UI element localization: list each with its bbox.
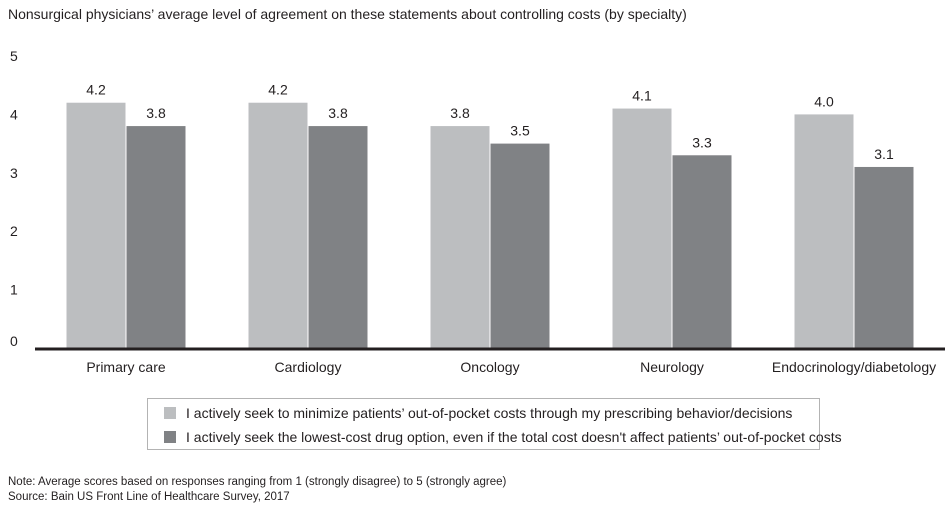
bar-series-2	[672, 155, 732, 348]
bar-value-labels: 4.2 3.8 4.2 3.8 3.8 3.5 4.1 3.3 4.0 3.1	[86, 82, 894, 162]
legend-swatch-series-2	[164, 431, 176, 443]
bar-value-label: 4.1	[632, 88, 652, 104]
legend: I actively seek to minimize patients’ ou…	[147, 398, 842, 450]
y-tick-label: 3	[10, 165, 18, 181]
bar-series-1	[66, 102, 126, 348]
legend-item-series-1: I actively seek to minimize patients’ ou…	[164, 404, 792, 422]
footer-note: Note: Average scores based on responses …	[8, 476, 507, 488]
bar-value-label: 4.2	[86, 82, 106, 98]
bar-series-1	[612, 108, 672, 348]
bar-series-2	[854, 166, 914, 348]
y-tick-label: 4	[10, 106, 18, 122]
y-tick-label: 0	[10, 333, 18, 349]
legend-label-series-2: I actively seek the lowest-cost drug opt…	[186, 429, 842, 445]
x-tick-label: Endocrinology/diabetology	[772, 359, 936, 375]
bar-series-1	[430, 126, 490, 348]
y-tick-label: 5	[10, 48, 18, 64]
bar-series-2	[490, 143, 550, 348]
chart-title: Nonsurgical physicians’ average level of…	[8, 6, 687, 22]
bar-series-1	[794, 114, 854, 349]
bar-value-label: 3.3	[692, 134, 712, 150]
footer-source: Source: Bain US Front Line of Healthcare…	[8, 491, 290, 503]
y-tick-label: 2	[10, 223, 18, 239]
y-tick-label: 1	[10, 282, 18, 298]
bar-series-2	[308, 126, 368, 348]
bar-value-label: 3.8	[450, 105, 470, 121]
bar-value-label: 4.2	[268, 82, 288, 98]
y-axis-ticks: 0 1 2 3 4 5	[10, 48, 18, 349]
x-axis-labels: Primary care Cardiology Oncology Neurology E…	[86, 359, 936, 375]
bar-value-label: 4.0	[814, 93, 834, 109]
bar-series-1	[248, 102, 308, 348]
bar-value-label: 3.5	[510, 123, 530, 139]
bar-series-2	[126, 126, 186, 348]
legend-label-series-1: I actively seek to minimize patients’ ou…	[186, 405, 793, 421]
bars	[66, 102, 914, 349]
x-tick-label: Primary care	[86, 359, 166, 375]
footer: Note: Average scores based on responses …	[8, 475, 506, 505]
x-tick-label: Neurology	[640, 359, 704, 375]
bar-value-label: 3.8	[146, 105, 166, 121]
x-tick-label: Cardiology	[275, 359, 342, 375]
legend-item-series-2: I actively seek the lowest-cost drug opt…	[164, 428, 842, 446]
x-tick-label: Oncology	[460, 359, 519, 375]
bar-chart: 0 1 2 3 4 5 4.2 3.8 4.2 3.8 3.8 3.5 4.1 3.3 4.0 3.1 Pr…	[10, 48, 945, 375]
bar-value-label: 3.8	[328, 105, 348, 121]
bar-value-label: 3.1	[874, 146, 894, 162]
legend-swatch-series-1	[164, 407, 176, 419]
